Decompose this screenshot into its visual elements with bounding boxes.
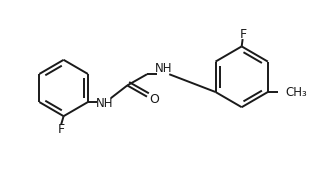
Text: NH: NH (155, 62, 172, 75)
Text: CH₃: CH₃ (285, 86, 307, 99)
Text: O: O (149, 93, 159, 106)
Text: NH: NH (96, 97, 113, 110)
Text: F: F (240, 28, 247, 41)
Text: F: F (58, 123, 65, 136)
